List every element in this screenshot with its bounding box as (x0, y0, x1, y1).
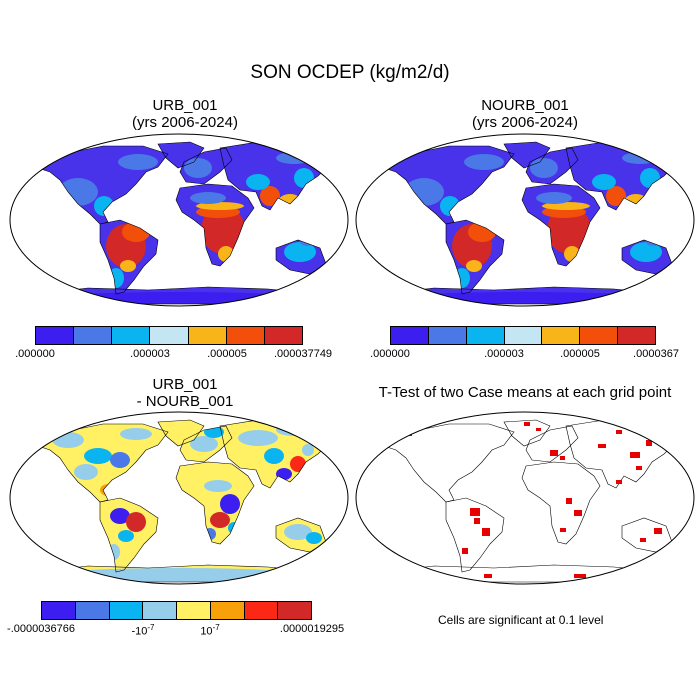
legend-swatch (42, 602, 76, 619)
figure-title: SON OCDEP (kg/m2/d) (250, 62, 450, 83)
legend-swatch (74, 327, 113, 344)
significance-note: Cells are significant at 0.1 level (438, 613, 604, 627)
legend-swatch (580, 327, 619, 344)
legend-swatch (210, 602, 245, 619)
legend-diff-label-neg-exp: -7 (147, 623, 155, 632)
legend-swatch (278, 602, 311, 619)
legend-nourb-label-min: .000000 (370, 348, 410, 360)
legend-swatch (36, 327, 75, 344)
legend-diff-label-max: .0000019295 (279, 623, 345, 635)
legend-urb-label-min: .000000 (15, 348, 55, 360)
legend-swatch (391, 327, 429, 344)
legend-diff-label-pos-exp: -7 (212, 623, 220, 632)
legend-bar-nourb (390, 326, 656, 345)
legend-swatch (150, 327, 189, 344)
legend-swatch (112, 327, 151, 344)
legend-swatch (188, 327, 227, 344)
legend-swatch (226, 327, 265, 344)
legend-swatch (428, 327, 467, 344)
legend-bar-urb (35, 326, 303, 345)
panel-diff-title: URB_001 - NOURB_001 (60, 376, 310, 410)
panel-ttest-title: T-Test of two Case means at each grid po… (355, 384, 695, 401)
panel-nourb-title-line1: NOURB_001 (481, 97, 569, 114)
legend-swatch (466, 327, 505, 344)
map-ttest (355, 411, 695, 585)
legend-diff-label-pos: 10-7 (200, 623, 219, 638)
panel-nourb-title: NOURB_001 (yrs 2006-2024) (400, 97, 650, 131)
legend-swatch (177, 602, 211, 619)
legend-urb-label-max: .000037749 (273, 348, 333, 360)
legend-swatch (109, 602, 144, 619)
legend-swatch (618, 327, 656, 344)
legend-swatch (504, 327, 543, 344)
panel-diff-title-line1: URB_001 (152, 376, 218, 393)
legend-diff-label-pos-base: 10 (200, 625, 213, 638)
panel-urb-title: URB_001 (yrs 2006-2024) (60, 97, 310, 131)
panel-urb-title-line1: URB_001 (152, 97, 218, 114)
panel-ttest-title-line1: T-Test of two Case means at each grid po… (378, 384, 672, 401)
legend-nourb-label-3: .000003 (484, 348, 524, 360)
legend-diff-label-min: -.0000036766 (7, 623, 75, 635)
panel-nourb-title-line2: (yrs 2006-2024) (472, 114, 578, 131)
legend-swatch (542, 327, 581, 344)
panel-urb-title-line2: (yrs 2006-2024) (132, 114, 238, 131)
legend-nourb-label-5: .000005 (560, 348, 600, 360)
legend-urb-label-3: .000003 (130, 348, 170, 360)
legend-swatch (75, 602, 110, 619)
map-nourb (355, 133, 695, 307)
map-diff (9, 411, 349, 585)
legend-nourb-label-max: .0000367 (633, 348, 679, 360)
legend-swatch (264, 327, 302, 344)
legend-urb-label-5: .000005 (207, 348, 247, 360)
legend-diff-label-neg-base: -10 (131, 625, 148, 638)
legend-swatch (143, 602, 177, 619)
legend-diff-label-neg: -10-7 (131, 623, 154, 638)
panel-diff-title-line2: - NOURB_001 (136, 393, 234, 410)
legend-swatch (244, 602, 279, 619)
legend-bar-diff (41, 601, 312, 620)
map-urb (9, 133, 349, 307)
